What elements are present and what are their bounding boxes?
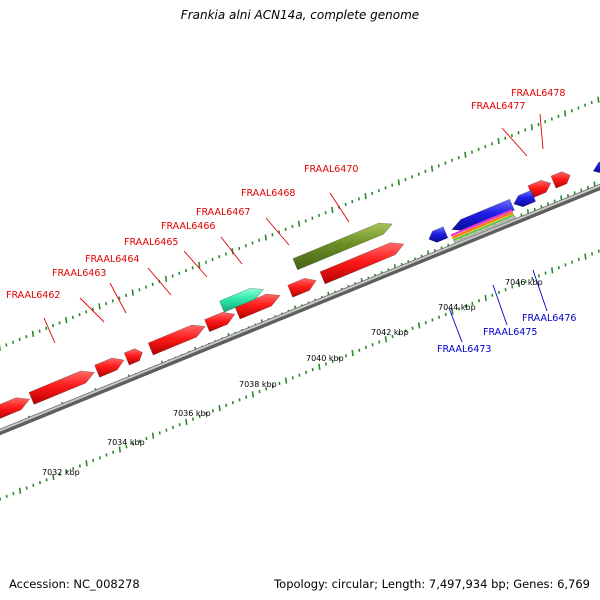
gene-label-forward: FRAAL6464	[85, 254, 139, 265]
gene-label-leader	[539, 113, 544, 150]
gene-arrow-teal	[219, 288, 265, 313]
gene-arrow-forward	[204, 311, 236, 333]
scale-label: 7032 kbp	[42, 468, 80, 477]
gene-label-forward: FRAAL6463	[52, 268, 106, 279]
genome-backbone	[0, 183, 600, 436]
gene-arrow-forward	[550, 171, 571, 189]
gene-arrow-forward	[319, 242, 405, 285]
feature-stripe	[451, 211, 514, 239]
scale-label: 7042 kbp	[371, 328, 409, 337]
gene-label-leader	[43, 317, 56, 344]
gene-label-forward: FRAAL6465	[124, 237, 178, 248]
gene-label-leader	[329, 192, 350, 223]
gene-label-forward: FRAAL6468	[241, 188, 295, 199]
gene-label-forward: FRAAL6467	[196, 207, 250, 218]
scale-label: 7040 kbp	[306, 354, 344, 363]
gene-label-forward: FRAAL6462	[6, 290, 60, 301]
reverse-dotted-track	[0, 249, 600, 501]
gene-label-leader	[183, 250, 208, 278]
scale-label: 7038 kbp	[239, 380, 277, 389]
gene-arrow-forward	[28, 370, 95, 405]
gene-arrow-reverse	[592, 161, 600, 173]
gene-label-forward: FRAAL6466	[161, 221, 215, 232]
gene-label-leader	[147, 267, 172, 296]
feature-stripe	[452, 213, 515, 242]
gene-label-leader	[220, 236, 243, 265]
forward-dotted-track	[0, 96, 600, 351]
genome-summary-text: Topology: circular; Length: 7,497,934 bp…	[274, 577, 590, 591]
gene-arrow-forward	[287, 277, 317, 298]
gene-arrow-forward	[0, 397, 31, 419]
scale-label: 7034 kbp	[107, 438, 145, 447]
gene-arrow-forward	[94, 357, 125, 378]
gene-arrow-forward	[147, 324, 206, 356]
gene-arrow-olive	[292, 222, 393, 271]
gene-arrow-reverse	[428, 226, 449, 243]
gene-label-leader	[109, 282, 127, 314]
gene-arrow-reverse	[513, 190, 536, 208]
scale-label: 7036 kbp	[173, 409, 211, 418]
scale-label: 7046 kbp	[505, 278, 543, 287]
feature-stripe	[450, 209, 513, 237]
gene-label-reverse: FRAAL6473	[437, 344, 491, 355]
gene-label-forward: FRAAL6477	[471, 101, 525, 112]
gene-arrow-forward	[234, 293, 281, 320]
map-title: Frankia alni ACN14a, complete genome	[180, 8, 420, 22]
gene-label-leader	[501, 127, 528, 157]
gene-label-reverse: FRAAL6476	[522, 313, 576, 324]
gene-label-leader	[79, 297, 105, 323]
gene-label-leader	[532, 269, 548, 312]
feature-stripe	[453, 216, 516, 244]
gene-label-leader	[492, 284, 508, 326]
gene-label-forward: FRAAL6478	[511, 88, 565, 99]
accession-text: Accession: NC_008278	[9, 577, 140, 591]
gene-arrow-forward	[123, 348, 143, 366]
gene-label-leader	[265, 217, 290, 246]
genome-backbone-highlight	[0, 184, 600, 432]
gene-label-leader	[448, 307, 463, 343]
gene-label-reverse: FRAAL6475	[483, 327, 537, 338]
gene-label-forward: FRAAL6470	[304, 164, 358, 175]
scale-label: 7044 kbp	[438, 303, 476, 312]
